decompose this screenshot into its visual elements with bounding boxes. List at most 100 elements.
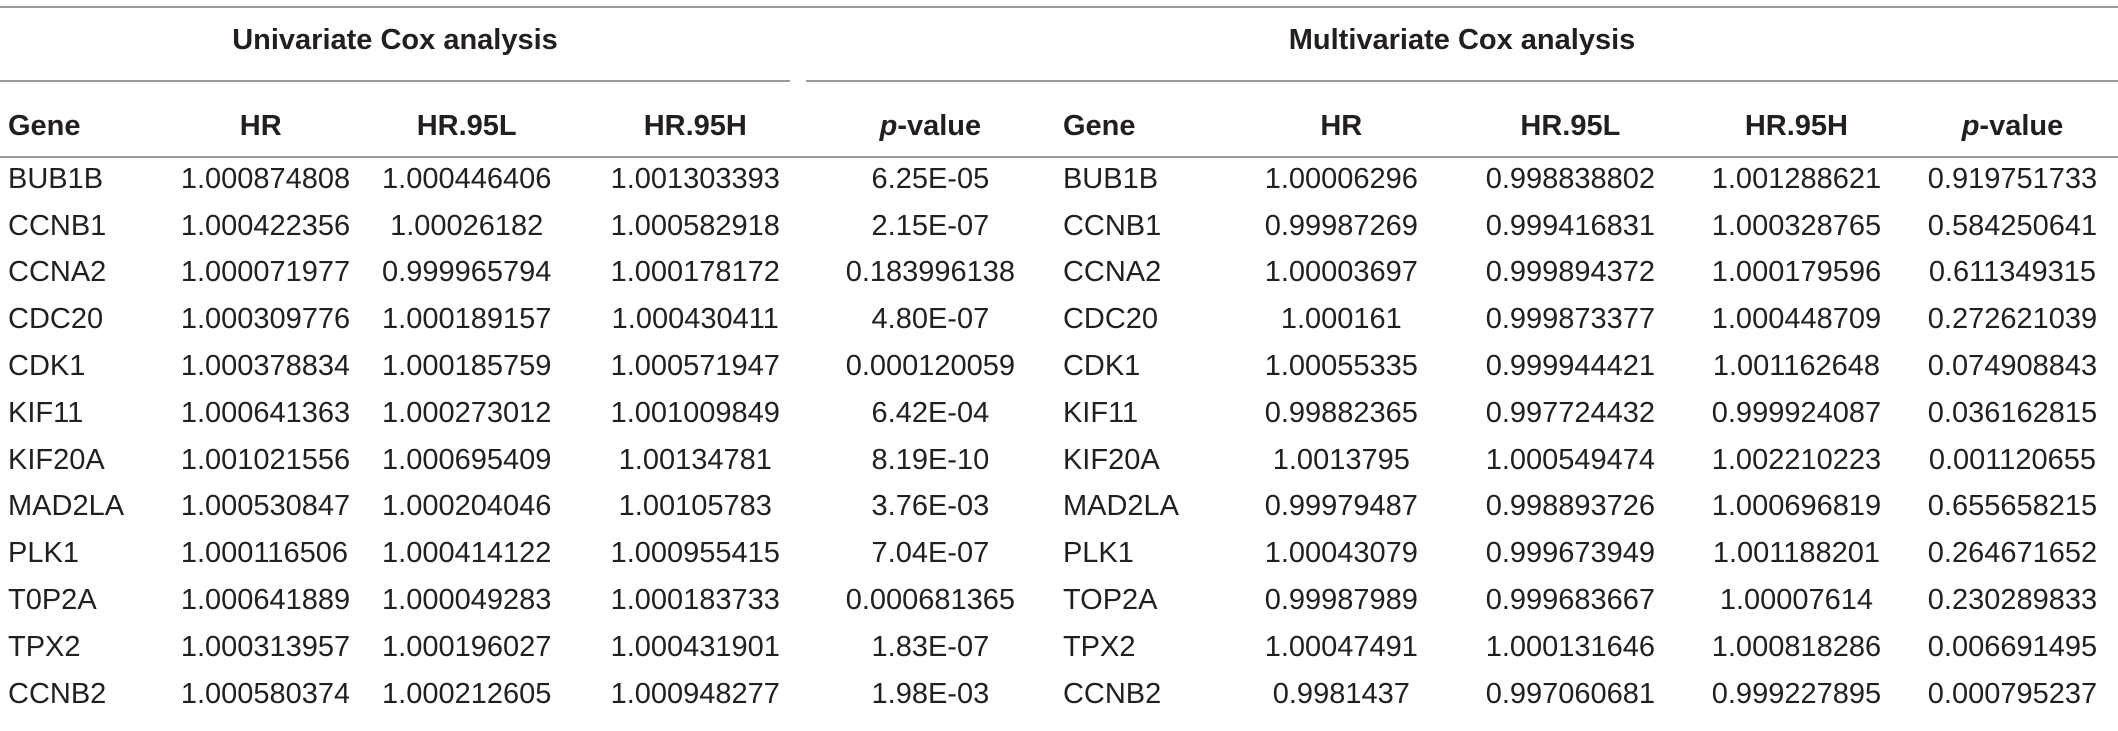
univariate-hr95h-cell: 1.000955415 — [610, 537, 780, 570]
univariate-pvalue-cell: 0.000681365 — [845, 584, 1016, 617]
pvalue-suffix: -value — [897, 109, 982, 142]
multivariate-gene-cell: CCNB2 — [1062, 677, 1162, 710]
multivariate-hr95h-cell: 1.000328765 — [1711, 209, 1882, 242]
multivariate-pvalue-cell: 0.655658215 — [1927, 490, 2098, 523]
univariate-hr-cell: 1.000641363 — [180, 396, 349, 429]
multivariate-pvalue-cell: 0.001120655 — [1928, 443, 2097, 476]
multivariate-group-rule — [806, 80, 2118, 82]
univariate-gene-cell: T0P2A — [8, 584, 97, 617]
multivariate-pvalue-cell: 0.000795237 — [1927, 677, 2098, 710]
univariate-hr95h-cell: 1.000948277 — [610, 677, 780, 710]
univariate-gene-cell: TPX2 — [8, 630, 81, 663]
univariate-pvalue-cell: 2.15E-07 — [871, 209, 990, 242]
multivariate-hr95h-cell: 1.000818286 — [1711, 630, 1882, 663]
univariate-gene-cell: CCNA2 — [8, 256, 107, 289]
pvalue-p-italic: p — [879, 109, 898, 142]
multivariate-group-title: Multivariate Cox analysis — [1288, 24, 1636, 56]
table-row: PLK1 1.000116506 1.000414122 1.000955415 7.0… — [0, 530, 2118, 577]
multivariate-pvalue-cell: 0.036162815 — [1927, 396, 2098, 429]
col-header-gene-multivariate: Gene — [1062, 109, 1136, 142]
multivariate-hr95l-cell: 0.999673949 — [1485, 537, 1656, 570]
univariate-pvalue-cell: 0.000120059 — [845, 350, 1016, 383]
univariate-hr-cell: 1.001021556 — [180, 443, 349, 476]
univariate-pvalue-cell: 6.25E-05 — [871, 162, 990, 195]
univariate-hr95h-cell: 1.00134781 — [618, 443, 772, 476]
univariate-pvalue-cell: 3.76E-03 — [871, 490, 990, 523]
univariate-hr95l-cell: 0.999965794 — [382, 256, 552, 289]
multivariate-hr-cell: 1.00003697 — [1264, 256, 1418, 289]
pvalue-suffix: -value — [1979, 109, 2064, 142]
multivariate-gene-cell: KIF11 — [1062, 396, 1139, 429]
multivariate-hr95l-cell: 1.000549474 — [1485, 443, 1656, 476]
multivariate-hr-cell: 0.99882365 — [1264, 396, 1418, 429]
col-header-hr-multivariate: HR — [1320, 109, 1363, 142]
multivariate-gene-cell: CCNA2 — [1062, 256, 1162, 289]
col-header-hr95l-multivariate: HR.95L — [1520, 109, 1621, 142]
univariate-hr-cell: 1.000313957 — [180, 630, 349, 663]
multivariate-hr-cell: 0.9981437 — [1272, 677, 1410, 710]
table-row: CCNA2 1.000071977 0.999965794 1.000178172 0.… — [0, 250, 2118, 297]
pvalue-p-italic: p — [1961, 109, 1980, 142]
univariate-gene-cell: CDC20 — [8, 303, 104, 336]
multivariate-gene-cell: TPX2 — [1062, 630, 1136, 663]
multivariate-pvalue-cell: 0.584250641 — [1927, 209, 2098, 242]
col-header-gene-univariate: Gene — [8, 109, 81, 142]
univariate-pvalue-cell: 8.19E-10 — [871, 443, 990, 476]
multivariate-gene-cell: CDK1 — [1062, 350, 1141, 383]
table-row: KIF20A 1.001021556 1.000695409 1.00134781 8.… — [0, 437, 2118, 484]
univariate-group-rule — [0, 80, 790, 82]
univariate-pvalue-cell: 1.83E-07 — [871, 630, 990, 663]
multivariate-pvalue-cell: 0.074908843 — [1927, 350, 2098, 383]
column-header-row: Gene HR HR.95L HR.95H p-value Gene HR HR… — [0, 96, 2118, 156]
univariate-hr95h-cell: 1.001009849 — [610, 396, 780, 429]
header-rule — [0, 156, 2118, 158]
col-header-hr95l-univariate: HR.95L — [416, 109, 517, 142]
univariate-pvalue-cell: 4.80E-07 — [871, 303, 990, 336]
univariate-pvalue-cell: 7.04E-07 — [871, 537, 990, 570]
multivariate-hr95l-cell: 0.998838802 — [1485, 162, 1656, 195]
univariate-hr95l-cell: 1.000446406 — [382, 162, 552, 195]
multivariate-pvalue-cell: 0.919751733 — [1927, 162, 2098, 195]
univariate-hr95l-cell: 1.000189157 — [382, 303, 552, 336]
table-row: KIF11 1.000641363 1.000273012 1.001009849 6.… — [0, 390, 2118, 437]
univariate-hr-cell: 1.000071977 — [180, 256, 349, 289]
univariate-hr95h-cell: 1.000183733 — [610, 584, 780, 617]
univariate-hr95h-cell: 1.000430411 — [611, 303, 779, 336]
multivariate-gene-cell: TOP2A — [1062, 584, 1158, 617]
univariate-hr95l-cell: 1.000695409 — [382, 443, 552, 476]
multivariate-hr-cell: 1.00047491 — [1264, 630, 1418, 663]
univariate-hr95l-cell: 1.000212605 — [382, 677, 552, 710]
multivariate-gene-cell: BUB1B — [1062, 162, 1159, 195]
multivariate-gene-cell: KIF20A — [1062, 443, 1160, 476]
table-row: CDK1 1.000378834 1.000185759 1.000571947 0.0… — [0, 343, 2118, 390]
multivariate-hr95l-cell: 0.998893726 — [1485, 490, 1656, 523]
univariate-hr-cell: 1.000309776 — [180, 303, 349, 336]
univariate-hr95l-cell: 1.00026182 — [390, 209, 544, 242]
col-header-pvalue-univariate: p-value — [806, 96, 1055, 156]
multivariate-hr-cell: 0.99979487 — [1264, 490, 1418, 523]
multivariate-hr95h-cell: 1.002210223 — [1711, 443, 1882, 476]
univariate-hr95l-cell: 1.000273012 — [382, 396, 552, 429]
univariate-group-title: Univariate Cox analysis — [232, 24, 558, 56]
table-body: BUB1B 1.000874808 1.000446406 1.001303393 6.… — [0, 156, 2118, 718]
univariate-gene-cell: CCNB2 — [8, 677, 107, 710]
multivariate-hr95l-cell: 0.999944421 — [1485, 350, 1656, 383]
multivariate-hr95l-cell: 0.999416831 — [1485, 209, 1656, 242]
univariate-gene-cell: CDK1 — [8, 350, 86, 383]
table-row: CCNB1 1.000422356 1.00026182 1.000582918 2.1… — [0, 203, 2118, 250]
univariate-hr95h-cell: 1.000178172 — [610, 256, 780, 289]
col-header-hr-univariate: HR — [239, 109, 282, 142]
univariate-hr-cell: 1.000874808 — [180, 162, 349, 195]
univariate-hr95h-cell: 1.000571947 — [610, 350, 780, 383]
multivariate-hr-cell: 1.00043079 — [1264, 537, 1418, 570]
multivariate-hr95l-cell: 1.000131646 — [1485, 630, 1656, 663]
univariate-pvalue-cell: 6.42E-04 — [871, 396, 990, 429]
multivariate-gene-cell: MAD2LA — [1062, 490, 1179, 523]
univariate-gene-cell: CCNB1 — [8, 209, 107, 242]
multivariate-hr95h-cell: 1.00007614 — [1719, 584, 1874, 617]
multivariate-gene-cell: CDC20 — [1062, 303, 1159, 336]
univariate-hr95l-cell: 1.000196027 — [382, 630, 552, 663]
col-header-hr95h-multivariate: HR.95H — [1744, 109, 1848, 142]
univariate-hr95l-cell: 1.000185759 — [382, 350, 552, 383]
